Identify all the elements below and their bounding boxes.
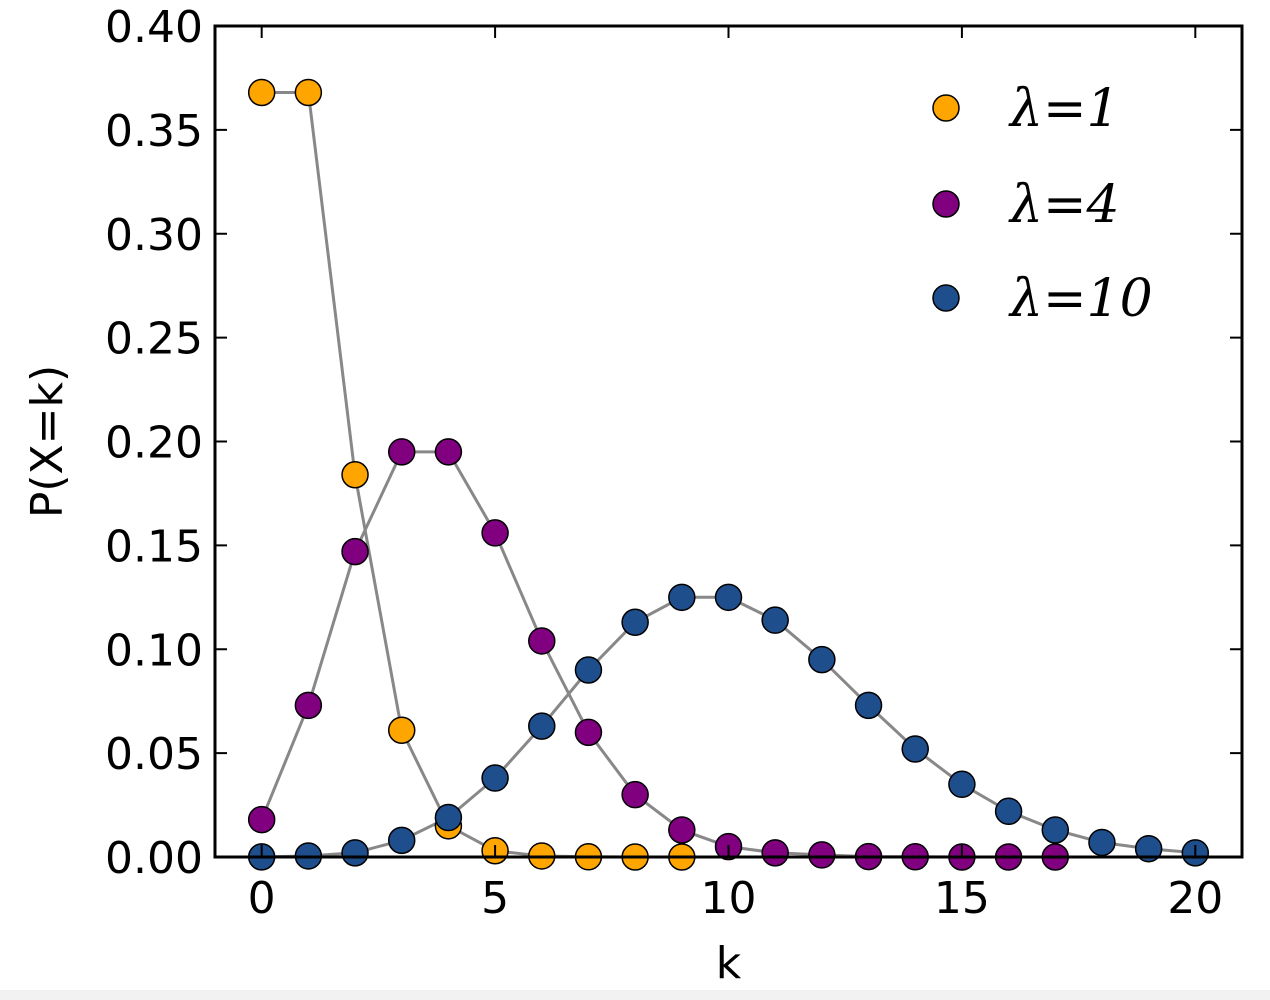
bottom-strip [0,990,1270,1000]
legend-label: λ=10 [1008,269,1153,329]
series-line [260,450,1056,859]
x-tick-label: 5 [481,873,509,924]
y-tick-label: 0.10 [105,625,203,676]
data-point [574,718,603,747]
y-tick-label: 0.00 [105,833,203,884]
data-point [574,656,603,684]
data-point [761,839,789,867]
data-point [294,691,323,720]
data-point [294,78,323,107]
y-tick-label: 0.20 [105,418,203,469]
data-point [481,519,509,547]
x-axis-label: k [716,938,742,989]
legend-marker [932,284,960,312]
x-tick-label: 20 [1167,873,1223,924]
data-point [247,78,276,107]
data-point [714,583,743,612]
plot-frame [213,24,1244,859]
legend: λ=1 λ=4 λ=10 [932,79,1153,329]
data-point [387,826,416,855]
data-point [1134,834,1163,863]
y-tick-label: 0.25 [105,314,203,365]
data-point [854,691,883,720]
data-point [481,764,509,792]
y-tick-label: 0.05 [105,729,203,780]
data-point [1088,828,1116,857]
y-axis-label: P(X=k) [22,365,73,518]
legend-marker [932,190,960,218]
series-line [261,91,682,859]
legend-label: λ=1 [1008,79,1120,139]
data-point [1041,816,1070,844]
x-tick-label: 15 [934,873,990,924]
data-point [994,797,1023,826]
data-point [341,537,369,566]
data-point [761,606,789,634]
data-point [901,735,929,763]
data-point [434,438,463,466]
data-point [434,803,463,832]
data-point [387,438,416,466]
data-point [668,583,696,612]
data-point [668,816,696,844]
tick-labels: 0 5 10 15 20 0.00 0.05 0.10 0.15 0.20 0.25 0.30 0.35… [105,2,1223,924]
data-point [387,716,416,745]
data-point [528,712,556,740]
y-tick-label: 0.35 [105,106,203,157]
data-point [528,627,556,655]
data-point [621,780,649,809]
y-tick-label: 0.30 [105,210,203,261]
data-point [808,645,836,674]
axis-ticks [215,25,1242,858]
data-point [341,839,369,867]
x-tick-label: 10 [701,873,757,924]
legend-label: λ=4 [1008,175,1120,235]
y-tick-label: 0.40 [105,2,203,53]
data-point [247,805,276,834]
data-point [948,770,976,799]
data-point [808,841,836,869]
data-point [341,460,369,489]
y-tick-label: 0.15 [105,521,203,572]
legend-marker [932,94,960,122]
x-tick-label: 0 [248,873,276,924]
data-point [621,608,649,636]
